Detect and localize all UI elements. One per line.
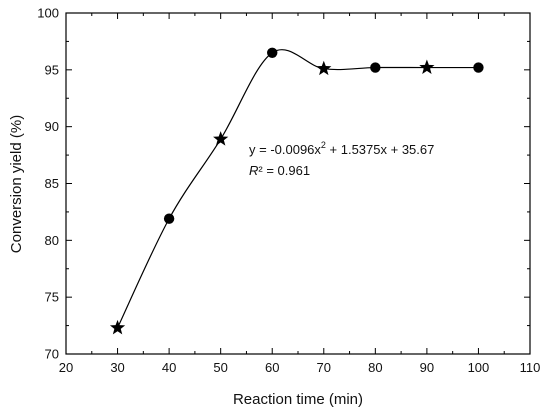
y-tick-label: 90: [45, 119, 59, 134]
data-point-star: [109, 319, 126, 335]
equation-prefix: y = -0.0096x: [249, 142, 321, 157]
data-point-star: [316, 60, 332, 76]
x-tick-label: 20: [59, 360, 73, 375]
x-tick-label: 30: [110, 360, 124, 375]
x-tick-label: 60: [265, 360, 279, 375]
equation-suffix: + 1.5375x + 35.67: [326, 142, 434, 157]
tick-marks: [65, 12, 531, 355]
y-tick-label: 95: [45, 62, 59, 77]
r-squared-symbol: R: [249, 163, 258, 178]
r-squared: R² = 0.961: [249, 163, 310, 178]
y-tick-label: 80: [45, 233, 59, 248]
regression-equation: y = -0.0096x2 + 1.5375x + 35.67: [249, 140, 434, 157]
data-point-star: [213, 131, 229, 146]
x-tick-label: 110: [520, 360, 541, 375]
x-tick-label: 100: [468, 360, 490, 375]
x-tick-label: 90: [420, 360, 434, 375]
data-point-circle: [473, 62, 484, 73]
equation-exponent: 2: [321, 140, 326, 150]
x-tick-label: 40: [162, 360, 176, 375]
y-tick-label: 85: [45, 176, 59, 191]
data-point-circle: [267, 47, 278, 58]
y-tick-label: 75: [45, 290, 59, 305]
x-tick-label: 70: [317, 360, 331, 375]
data-point-circle: [370, 62, 381, 73]
x-axis-title: Reaction time (min): [233, 391, 363, 408]
y-tick-label: 100: [37, 6, 59, 21]
y-tick-label: 70: [45, 347, 59, 362]
data-markers: [109, 47, 484, 335]
tick-labels: 20 30 40 50 60 70 80 90 100 110 70 75 80 85 90 95 100: [37, 6, 540, 376]
data-point-circle: [163, 213, 175, 224]
y-axis-title: Conversion yield (%): [8, 115, 25, 253]
data-point-star: [419, 59, 435, 75]
x-tick-label: 50: [213, 360, 227, 375]
plot-area: [65, 12, 531, 355]
x-tick-label: 80: [368, 360, 382, 375]
r-squared-value: ² = 0.961: [258, 163, 310, 178]
